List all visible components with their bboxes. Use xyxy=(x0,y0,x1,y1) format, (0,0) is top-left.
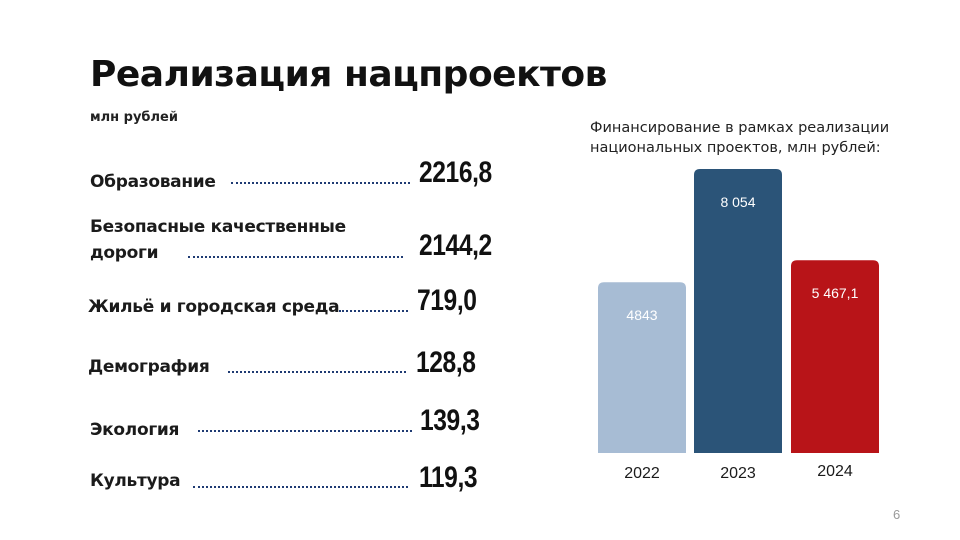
bar-value-label: 8 054 xyxy=(720,194,755,210)
project-label: Безопасные качественные xyxy=(90,217,346,237)
project-value: 2216,8 xyxy=(419,156,492,189)
x-tick-label: 2023 xyxy=(720,465,756,482)
dotted-leader xyxy=(188,256,403,258)
x-tick-label: 2022 xyxy=(624,465,660,482)
bar-value-label: 4843 xyxy=(626,307,657,323)
page-title: Реализация нацпроектов xyxy=(90,54,607,95)
project-label: Демография xyxy=(88,357,210,377)
bar-2023 xyxy=(694,169,782,453)
project-label: Образование xyxy=(90,172,216,192)
project-value: 2144,2 xyxy=(419,229,492,262)
bar-value-label: 5 467,1 xyxy=(812,285,859,301)
units-subtitle: млн рублей xyxy=(90,110,178,125)
dotted-leader xyxy=(193,486,408,488)
bar-2024 xyxy=(791,260,879,453)
project-label: Культура xyxy=(90,471,181,491)
x-tick-label: 2024 xyxy=(817,463,853,480)
project-value: 139,3 xyxy=(420,404,480,437)
dotted-leader xyxy=(198,430,412,432)
project-value: 128,8 xyxy=(416,346,476,379)
project-label: дороги xyxy=(90,243,159,263)
project-label: Экология xyxy=(90,420,180,440)
chart-title: Финансирование в рамках реализации нацио… xyxy=(590,120,890,156)
page-number: 6 xyxy=(893,507,901,522)
bar-2022 xyxy=(598,282,686,453)
project-value: 719,0 xyxy=(417,284,477,317)
dotted-leader xyxy=(228,371,406,373)
dotted-leader xyxy=(231,182,410,184)
project-label: Жильё и городская среда xyxy=(88,297,340,317)
project-value: 119,3 xyxy=(419,461,478,494)
dotted-leader xyxy=(339,310,408,312)
